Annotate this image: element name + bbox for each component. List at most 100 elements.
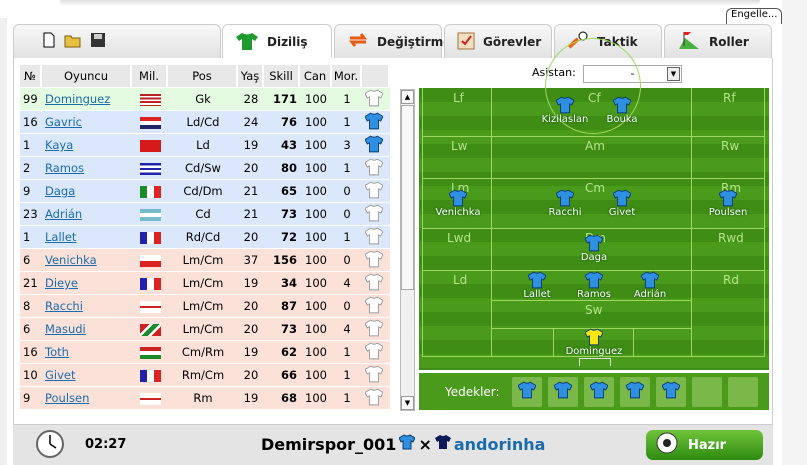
table-row[interactable]: 21 Dieye Lm/Cm 19 34 100 4 xyxy=(20,272,390,294)
player-number: 99 xyxy=(20,88,42,110)
shirt-icon xyxy=(588,381,609,402)
tab-gorevler[interactable]: Görevler xyxy=(444,24,552,58)
shirt-icon[interactable] xyxy=(362,88,390,110)
table-row[interactable]: 99 Dominguez Gk 28 171 100 1 xyxy=(20,88,390,110)
table-row[interactable]: 23 Adrián Cd 21 73 100 0 xyxy=(20,203,390,225)
shirt-icon[interactable] xyxy=(362,387,390,409)
substitute-slot[interactable] xyxy=(691,376,722,407)
col-age[interactable]: Yaş xyxy=(238,65,264,87)
player-age: 20 xyxy=(238,295,264,317)
block-button[interactable]: Engelle... xyxy=(726,8,783,24)
pitch-player[interactable]: Venichka xyxy=(423,189,493,218)
player-number: 23 xyxy=(20,203,42,225)
open-folder-icon[interactable] xyxy=(64,32,82,51)
player-skill: 73 xyxy=(264,203,300,225)
shirt-icon xyxy=(660,381,681,402)
shirt-icon xyxy=(530,96,600,114)
col-position[interactable]: Pos xyxy=(168,65,238,87)
save-icon[interactable] xyxy=(90,32,106,51)
table-row[interactable]: 6 Venichka Lm/Cm 37 156 100 0 xyxy=(20,249,390,271)
shirt-icon[interactable] xyxy=(362,134,390,156)
scroll-down-button[interactable]: ▼ xyxy=(401,396,414,410)
pitch-player[interactable]: Bouka xyxy=(587,96,657,125)
col-player[interactable]: Oyuncu xyxy=(42,65,132,87)
player-name-link[interactable]: Gavric xyxy=(45,115,83,129)
shirt-icon[interactable] xyxy=(362,295,390,317)
col-shirt xyxy=(362,65,390,87)
pitch-player[interactable]: Racchi xyxy=(530,189,600,218)
table-row[interactable]: 6 Masudi Lm/Cm 20 73 100 4 xyxy=(20,318,390,340)
table-row[interactable]: 10 Givet Rm/Cm 20 66 100 1 xyxy=(20,364,390,386)
player-name-link[interactable]: Dominguez xyxy=(45,92,111,106)
away-team-link[interactable]: andorinha xyxy=(453,434,546,454)
player-position: Gk xyxy=(168,88,238,110)
shirt-icon[interactable] xyxy=(362,249,390,271)
shirt-icon[interactable] xyxy=(362,318,390,340)
table-scrollbar[interactable]: ▲ ▼ xyxy=(400,89,415,411)
col-number[interactable]: № xyxy=(20,65,42,87)
shirt-icon[interactable] xyxy=(362,364,390,386)
shirt-icon[interactable] xyxy=(362,203,390,225)
pitch-player[interactable]: Poulsen xyxy=(693,189,763,218)
player-name-link[interactable]: Masudi xyxy=(45,322,86,336)
player-name-link[interactable]: Racchi xyxy=(45,299,83,313)
player-age: 20 xyxy=(238,157,264,179)
substitute-slot[interactable] xyxy=(619,376,650,407)
pitch-player[interactable]: Adrián xyxy=(615,271,685,300)
shirt-icon[interactable] xyxy=(362,111,390,133)
ready-button[interactable]: Hazır xyxy=(646,430,763,460)
player-name-link[interactable]: Poulsen xyxy=(45,391,90,405)
player-name-link[interactable]: Lallet xyxy=(45,230,77,244)
table-row[interactable]: 2 Ramos Cd/Sw 20 80 100 1 xyxy=(20,157,390,179)
tab-degistirme[interactable]: Değiştirme xyxy=(334,24,451,58)
player-skill: 34 xyxy=(264,272,300,294)
scroll-thumb[interactable] xyxy=(401,105,414,290)
tab-roller[interactable]: Roller xyxy=(664,24,772,58)
table-row[interactable]: 1 Kaya Ld 19 43 100 3 xyxy=(20,134,390,156)
scroll-up-button[interactable]: ▲ xyxy=(401,90,414,104)
shirt-icon[interactable] xyxy=(362,180,390,202)
player-name-link[interactable]: Daga xyxy=(45,184,76,198)
new-file-icon[interactable] xyxy=(42,32,56,51)
shirt-icon[interactable] xyxy=(362,226,390,248)
table-row[interactable]: 9 Poulsen Rm 19 68 100 1 xyxy=(20,387,390,409)
player-number: 2 xyxy=(20,157,42,179)
pitch-player[interactable]: Kizilaslan xyxy=(530,96,600,125)
player-name-link[interactable]: Toth xyxy=(45,345,69,359)
pitch-player[interactable]: Dominguez xyxy=(559,328,629,357)
pitch-player[interactable]: Lallet xyxy=(502,271,572,300)
table-row[interactable]: 8 Racchi Lm/Cm 20 87 100 0 xyxy=(20,295,390,317)
player-name-link[interactable]: Ramos xyxy=(45,161,85,175)
pitch-player[interactable]: Daga xyxy=(559,234,629,263)
flag-icon xyxy=(139,392,161,405)
shirt-icon[interactable] xyxy=(362,272,390,294)
substitute-slot[interactable] xyxy=(727,376,758,407)
table-row[interactable]: 9 Daga Cd/Dm 21 65 100 0 xyxy=(20,180,390,202)
player-name-link[interactable]: Givet xyxy=(45,368,76,382)
match-bar: 02:27 Demirspor_001 × andorinha Hazır xyxy=(13,425,773,465)
pitch-player[interactable]: Givet xyxy=(587,189,657,218)
player-name-link[interactable]: Adrián xyxy=(45,207,83,221)
substitutes-bar: Yedekler: xyxy=(419,373,769,410)
chevron-down-icon[interactable]: ▼ xyxy=(667,67,680,81)
substitute-slot[interactable] xyxy=(511,376,542,407)
player-skill: 156 xyxy=(264,249,300,271)
table-row[interactable]: 16 Toth Cm/Rm 19 62 100 1 xyxy=(20,341,390,363)
col-skill[interactable]: Skill xyxy=(264,65,300,87)
substitute-slot[interactable] xyxy=(583,376,614,407)
substitute-slot[interactable] xyxy=(547,376,578,407)
zone-ld: Ld xyxy=(453,273,468,287)
shirt-icon[interactable] xyxy=(362,341,390,363)
player-name-link[interactable]: Kaya xyxy=(45,138,74,152)
col-nationality[interactable]: Mil. xyxy=(132,65,168,87)
table-row[interactable]: 16 Gavric Ld/Cd 24 76 100 1 xyxy=(20,111,390,133)
table-row[interactable]: 1 Lallet Rd/Cd 20 72 100 1 xyxy=(20,226,390,248)
player-name-link[interactable]: Venichka xyxy=(45,253,97,267)
shirt-icon[interactable] xyxy=(362,157,390,179)
col-morale[interactable]: Mor. xyxy=(332,65,362,87)
pitch-player[interactable]: Ramos xyxy=(559,271,629,300)
player-name-link[interactable]: Dieye xyxy=(45,276,79,290)
substitute-slot[interactable] xyxy=(655,376,686,407)
col-condition[interactable]: Can xyxy=(300,65,332,87)
tab-dizilis[interactable]: Diziliş xyxy=(222,24,332,59)
